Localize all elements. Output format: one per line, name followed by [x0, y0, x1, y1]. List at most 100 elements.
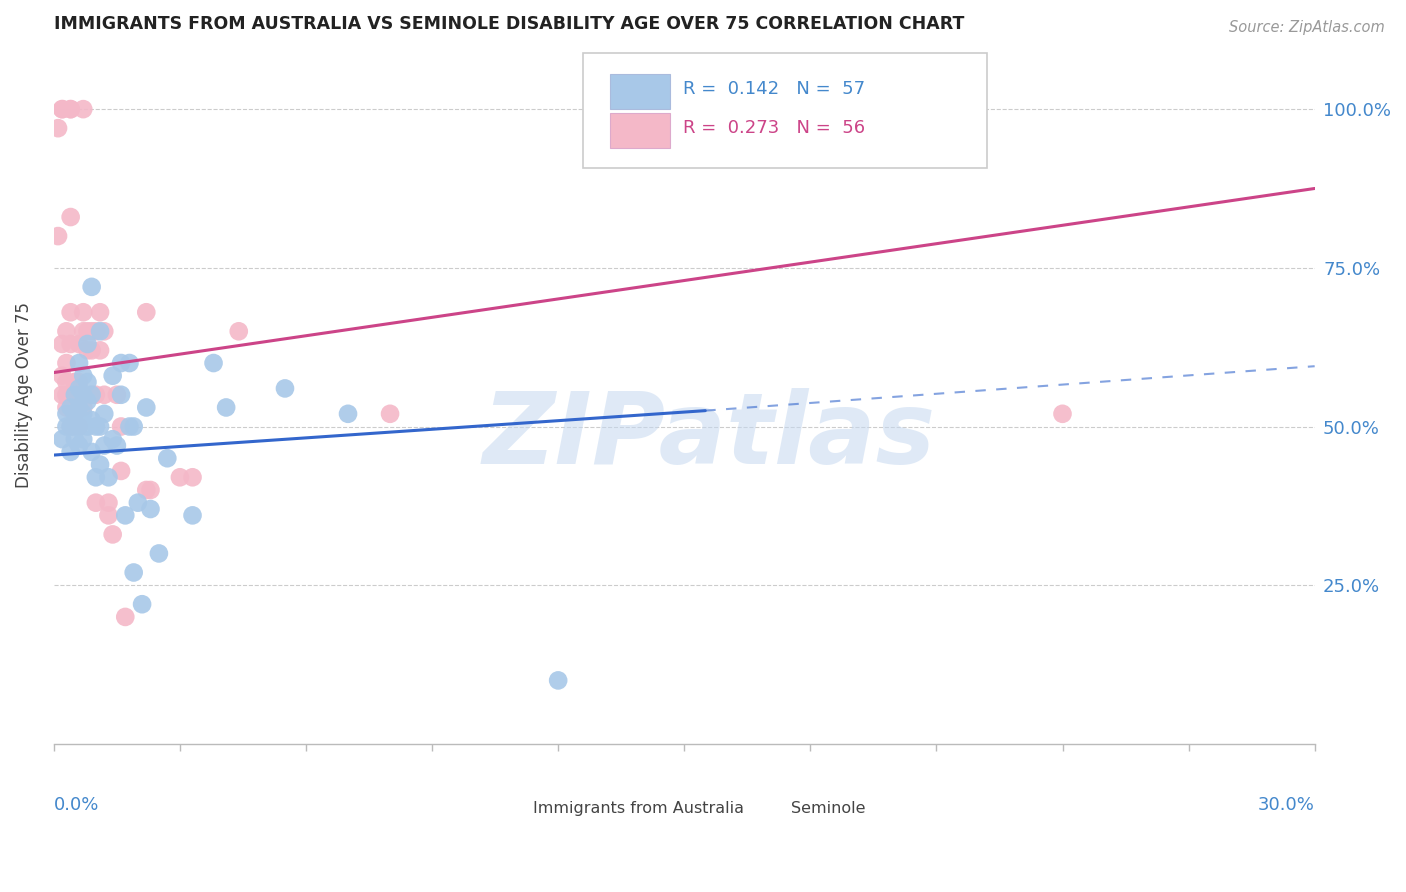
Point: [89, 419, 111, 434]
Point: [72, 432, 94, 446]
Point: [76, 343, 98, 358]
Point: [93, 438, 115, 452]
Point: [84, 470, 107, 484]
Point: [378, 407, 401, 421]
Point: [181, 508, 204, 523]
Point: [89, 305, 111, 319]
Text: R =  0.273   N =  56: R = 0.273 N = 56: [683, 119, 865, 137]
Point: [80, 445, 103, 459]
Point: [93, 388, 115, 402]
Point: [89, 343, 111, 358]
Point: [63, 432, 86, 446]
Text: Source: ZipAtlas.com: Source: ZipAtlas.com: [1229, 20, 1385, 35]
Point: [63, 375, 86, 389]
Point: [55, 401, 77, 415]
Point: [101, 368, 124, 383]
Point: [105, 388, 128, 402]
Point: [84, 324, 107, 338]
Point: [59, 305, 82, 319]
Point: [59, 445, 82, 459]
Text: IMMIGRANTS FROM AUSTRALIA VS SEMINOLE DISABILITY AGE OVER 75 CORRELATION CHART: IMMIGRANTS FROM AUSTRALIA VS SEMINOLE DI…: [53, 15, 965, 33]
Point: [80, 343, 103, 358]
Point: [118, 419, 141, 434]
Point: [1052, 407, 1074, 421]
Point: [63, 407, 86, 421]
Point: [76, 375, 98, 389]
Point: [110, 356, 132, 370]
Point: [181, 470, 204, 484]
Point: [51, 388, 73, 402]
Point: [80, 280, 103, 294]
Point: [46, 229, 69, 244]
Text: 30.0%: 30.0%: [1258, 797, 1315, 814]
Point: [122, 419, 145, 434]
Point: [63, 375, 86, 389]
Point: [337, 407, 360, 421]
Point: [67, 356, 90, 370]
Point: [55, 375, 77, 389]
Point: [76, 394, 98, 409]
Point: [93, 407, 115, 421]
Point: [67, 401, 90, 415]
Y-axis label: Disability Age Over 75: Disability Age Over 75: [15, 301, 32, 488]
Point: [72, 305, 94, 319]
Point: [80, 388, 103, 402]
Point: [63, 388, 86, 402]
Point: [97, 470, 120, 484]
Point: [110, 419, 132, 434]
Point: [110, 464, 132, 478]
Point: [101, 432, 124, 446]
Point: [131, 597, 153, 611]
Point: [55, 419, 77, 434]
Point: [139, 483, 162, 497]
Point: [76, 419, 98, 434]
Text: Seminole: Seminole: [792, 801, 866, 815]
Text: R =  0.142   N =  57: R = 0.142 N = 57: [683, 80, 865, 98]
Point: [118, 356, 141, 370]
Point: [59, 102, 82, 116]
Point: [72, 407, 94, 421]
Text: 0.0%: 0.0%: [53, 797, 100, 814]
Point: [63, 419, 86, 434]
Point: [84, 388, 107, 402]
Point: [135, 401, 157, 415]
Point: [55, 356, 77, 370]
Point: [84, 496, 107, 510]
Point: [105, 438, 128, 452]
Point: [63, 388, 86, 402]
Point: [67, 419, 90, 434]
Point: [55, 407, 77, 421]
Point: [202, 356, 225, 370]
Point: [72, 388, 94, 402]
Point: [547, 673, 569, 688]
Point: [67, 381, 90, 395]
Point: [72, 102, 94, 116]
Point: [72, 324, 94, 338]
Point: [55, 324, 77, 338]
Point: [110, 388, 132, 402]
Point: [80, 388, 103, 402]
Text: Immigrants from Australia: Immigrants from Australia: [533, 801, 744, 815]
Point: [67, 337, 90, 351]
Point: [72, 401, 94, 415]
Point: [67, 375, 90, 389]
Point: [274, 381, 297, 395]
Point: [46, 121, 69, 136]
Point: [139, 502, 162, 516]
Point: [122, 566, 145, 580]
Text: ZIPatlas: ZIPatlas: [482, 388, 936, 485]
Point: [51, 337, 73, 351]
Point: [72, 368, 94, 383]
Point: [215, 401, 238, 415]
Point: [89, 458, 111, 472]
Point: [80, 324, 103, 338]
FancyBboxPatch shape: [583, 53, 987, 168]
Point: [89, 324, 111, 338]
Point: [93, 324, 115, 338]
Point: [55, 388, 77, 402]
Point: [76, 324, 98, 338]
FancyBboxPatch shape: [749, 795, 789, 822]
Point: [59, 419, 82, 434]
Point: [135, 305, 157, 319]
Point: [97, 508, 120, 523]
